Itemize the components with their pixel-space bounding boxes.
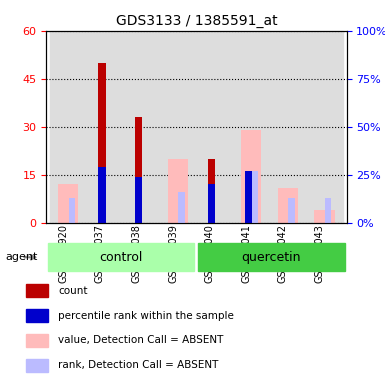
- Text: rank, Detection Call = ABSENT: rank, Detection Call = ABSENT: [58, 360, 219, 370]
- FancyBboxPatch shape: [48, 243, 194, 271]
- FancyBboxPatch shape: [50, 31, 87, 223]
- Bar: [69, 198, 75, 223]
- Text: agent: agent: [5, 252, 38, 262]
- FancyBboxPatch shape: [160, 31, 196, 223]
- Text: count: count: [58, 286, 88, 296]
- Bar: [278, 187, 298, 223]
- FancyBboxPatch shape: [270, 31, 306, 223]
- Text: percentile rank within the sample: percentile rank within the sample: [58, 311, 234, 321]
- Bar: [26, 310, 48, 322]
- Bar: [208, 184, 215, 223]
- FancyBboxPatch shape: [233, 31, 270, 223]
- Bar: [288, 198, 295, 223]
- Bar: [26, 359, 48, 372]
- Bar: [26, 285, 48, 297]
- Title: GDS3133 / 1385591_at: GDS3133 / 1385591_at: [116, 14, 277, 28]
- Text: value, Detection Call = ABSENT: value, Detection Call = ABSENT: [58, 336, 224, 346]
- FancyBboxPatch shape: [87, 31, 123, 223]
- FancyBboxPatch shape: [123, 31, 160, 223]
- Text: quercetin: quercetin: [242, 251, 301, 264]
- FancyBboxPatch shape: [306, 31, 343, 223]
- Bar: [135, 117, 142, 223]
- Bar: [168, 159, 188, 223]
- Text: control: control: [100, 251, 143, 264]
- Bar: [208, 159, 215, 223]
- FancyBboxPatch shape: [198, 243, 345, 271]
- Bar: [98, 63, 105, 223]
- Bar: [245, 171, 252, 223]
- Bar: [325, 198, 331, 223]
- Bar: [26, 334, 48, 347]
- Bar: [315, 210, 335, 223]
- Bar: [58, 184, 78, 223]
- Bar: [135, 177, 142, 223]
- FancyBboxPatch shape: [196, 31, 233, 223]
- Bar: [98, 167, 105, 223]
- Bar: [241, 130, 261, 223]
- Bar: [178, 192, 185, 223]
- Bar: [252, 171, 258, 223]
